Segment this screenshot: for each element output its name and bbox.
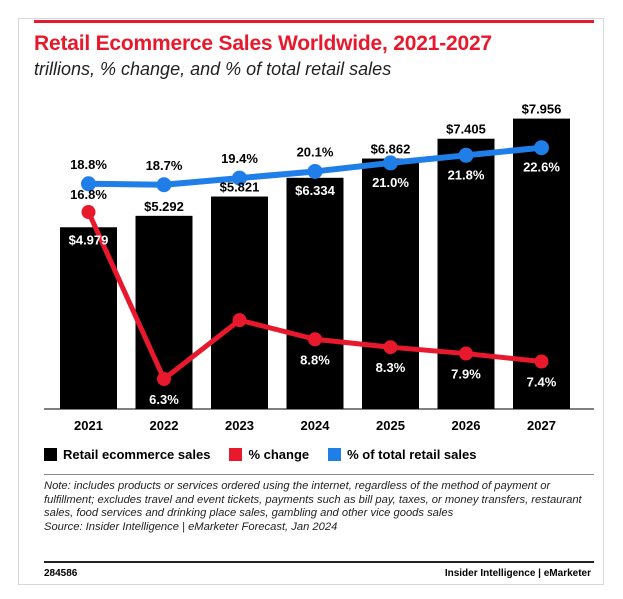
x-tick-label-2023: 2023 — [225, 418, 254, 433]
x-tick-label-2021: 2021 — [74, 418, 103, 433]
bar-value-label-2025: $6.862 — [371, 142, 411, 157]
share-value-label-2021: 18.8% — [70, 157, 107, 172]
legend-label: % change — [248, 447, 310, 462]
x-tick-label-2027: 2027 — [527, 418, 556, 433]
share-value-label-2024: 20.1% — [297, 144, 334, 159]
share-value-label-2026: 21.8% — [448, 167, 485, 182]
change-point-2021 — [81, 205, 96, 220]
change-value-label-2027: 7.4% — [527, 375, 557, 390]
share-point-2025 — [383, 155, 398, 171]
bar-value-label-2024: $6.334 — [295, 183, 336, 198]
bar-2024 — [286, 177, 344, 409]
x-tick-label-2024: 2024 — [301, 418, 331, 433]
legend-swatch-blue — [328, 448, 342, 461]
bar-2025 — [362, 158, 419, 409]
legend-item-share: % of total retail sales — [328, 447, 476, 462]
bar-2026 — [437, 138, 495, 409]
change-point-2023 — [232, 313, 247, 328]
bar-value-label-2027: $7.956 — [522, 102, 562, 117]
chart-legend: Retail ecommerce sales % change % of tot… — [44, 447, 495, 462]
legend-swatch-black — [44, 448, 57, 461]
change-point-2027 — [534, 354, 549, 369]
change-point-2024 — [308, 332, 322, 347]
brand-credit: Insider Intelligence | eMarketer — [444, 568, 591, 579]
legend-item-ecommerce-sales: Retail ecommerce sales — [44, 447, 210, 462]
change-point-2026 — [459, 346, 473, 361]
share-value-label-2023: 19.4% — [221, 151, 258, 166]
share-value-label-2022: 18.7% — [146, 158, 183, 173]
bar-2023 — [211, 196, 268, 409]
share-point-2024 — [307, 163, 323, 179]
legend-label: Retail ecommerce sales — [63, 447, 211, 462]
x-tick-label-2025: 2025 — [376, 418, 405, 433]
change-value-label-2022: 6.3% — [149, 392, 179, 407]
change-value-label-2021: 16.8% — [70, 187, 107, 202]
x-tick-label-2026: 2026 — [452, 418, 481, 433]
bar-value-label-2026: $7.405 — [446, 122, 486, 137]
chart-id: 284586 — [44, 568, 78, 579]
change-value-label-2024: 8.8% — [300, 352, 330, 367]
chart-subtitle: trillions, % change, and % of total reta… — [34, 59, 392, 79]
note-text: Note: includes products or services orde… — [44, 480, 582, 520]
legend-swatch-red — [229, 448, 243, 461]
share-point-2023 — [232, 170, 247, 186]
accent-bar — [34, 20, 594, 23]
footer-divider — [44, 561, 594, 563]
share-value-label-2027: 22.6% — [523, 160, 560, 175]
share-point-2027 — [534, 140, 549, 156]
bar-value-label-2023: $5.821 — [220, 180, 260, 195]
note-source: Source: Insider Intelligence | eMarketer… — [44, 520, 338, 533]
share-value-label-2025: 21.0% — [372, 175, 409, 190]
legend-item-change: % change — [229, 447, 309, 462]
change-point-2025 — [383, 340, 398, 355]
chart-title: Retail Ecommerce Sales Worldwide, 2021-2… — [34, 32, 492, 55]
note-divider — [44, 474, 594, 475]
change-point-2022 — [157, 372, 171, 386]
share-point-2021 — [81, 176, 96, 192]
change-value-label-2023: 10.0% — [221, 295, 258, 310]
chart-note: Note: includes products or services orde… — [44, 480, 592, 534]
legend-label: % of total retail sales — [347, 447, 477, 462]
share-point-2022 — [156, 177, 172, 193]
bar-value-label-2021: $4.979 — [69, 232, 109, 247]
share-point-2026 — [458, 147, 474, 163]
change-value-label-2026: 7.9% — [451, 367, 481, 382]
x-tick-label-2022: 2022 — [150, 418, 179, 433]
change-value-label-2025: 8.3% — [376, 360, 406, 375]
bar-value-label-2022: $5.292 — [144, 199, 184, 214]
